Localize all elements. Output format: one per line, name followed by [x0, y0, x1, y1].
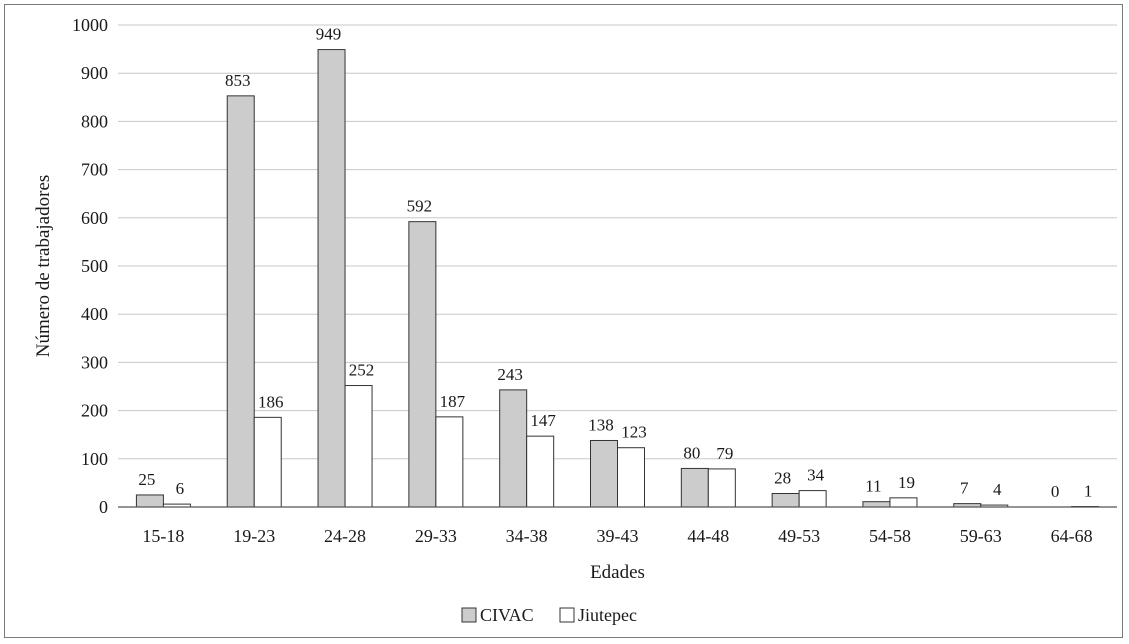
- x-tick-label: 44-48: [687, 526, 729, 546]
- data-label: 123: [621, 423, 647, 442]
- data-label: 187: [440, 392, 466, 411]
- y-tick-label: 900: [81, 63, 108, 83]
- x-tick-label: 49-53: [778, 526, 820, 546]
- y-tick-label: 700: [81, 160, 108, 180]
- bar-jiutepec: [344, 385, 373, 508]
- bar-civac: [135, 494, 164, 508]
- x-axis-ticks: 15-18 19-23 24-28 29-33 34-38 39-43 44-48 49-53…: [142, 526, 1092, 546]
- data-label: 79: [716, 444, 733, 463]
- bar-jiutepec: [889, 497, 918, 508]
- bar-civac: [771, 493, 800, 508]
- data-label: 592: [407, 197, 433, 216]
- legend-label-civac: CIVAC: [480, 605, 534, 625]
- data-label: 147: [530, 411, 556, 430]
- bar-jiutepec: [707, 468, 736, 508]
- data-label: 1: [1084, 482, 1093, 501]
- bar-civac: [680, 467, 709, 508]
- data-label: 7: [960, 479, 969, 498]
- legend-swatch-civac: [461, 607, 477, 623]
- bar-jiutepec: [526, 435, 555, 508]
- x-tick-label: 19-23: [233, 526, 275, 546]
- bars: [135, 49, 1100, 508]
- x-axis-title: Edades: [590, 562, 645, 583]
- y-tick-label: 300: [81, 352, 108, 372]
- data-label: 949: [316, 25, 342, 44]
- x-tick-label: 29-33: [415, 526, 457, 546]
- x-tick-label: 54-58: [869, 526, 911, 546]
- bar-civac: [226, 95, 255, 508]
- data-label: 34: [807, 466, 825, 485]
- y-tick-label: 0: [99, 497, 108, 517]
- bar-civac: [862, 501, 891, 508]
- data-label: 243: [497, 365, 523, 384]
- legend-label-jiutepec: Jiutepec: [578, 605, 637, 625]
- data-label: 853: [225, 71, 251, 90]
- bar-civac: [499, 389, 528, 508]
- bar-civac: [590, 439, 618, 508]
- y-tick-label: 1000: [72, 15, 108, 35]
- y-tick-label: 100: [81, 449, 108, 469]
- data-label: 0: [1051, 482, 1060, 501]
- x-tick-label: 24-28: [324, 526, 366, 546]
- legend-swatch-jiutepec: [559, 607, 575, 623]
- x-tick-label: 39-43: [597, 526, 639, 546]
- bar-jiutepec: [435, 416, 464, 508]
- x-tick-label: 59-63: [960, 526, 1002, 546]
- data-label: 252: [349, 361, 375, 380]
- data-label: 138: [588, 415, 614, 434]
- y-tick-label: 600: [81, 208, 108, 228]
- data-label: 28: [774, 469, 791, 488]
- data-label: 4: [993, 480, 1002, 499]
- bar-jiutepec: [617, 447, 645, 508]
- y-tick-label: 200: [81, 401, 108, 421]
- bar-jiutepec: [798, 490, 827, 508]
- bar-civac: [408, 221, 437, 508]
- gridlines: [118, 24, 1117, 460]
- x-tick-label: 64-68: [1051, 526, 1093, 546]
- data-label: 11: [865, 477, 881, 496]
- x-tick-label: 34-38: [506, 526, 548, 546]
- y-tick-label: 800: [81, 111, 108, 131]
- y-axis-ticks: 0 100 200 300 400 500 600 700 800 900 1000: [72, 15, 108, 517]
- data-label: 19: [898, 473, 915, 492]
- bar-jiutepec: [253, 416, 282, 508]
- y-tick-label: 500: [81, 256, 108, 276]
- y-tick-label: 400: [81, 304, 108, 324]
- data-label: 6: [176, 479, 185, 498]
- y-axis-title: Número de trabajadores: [33, 175, 54, 358]
- data-label: 25: [138, 470, 155, 489]
- chart-frame: [4, 4, 1123, 638]
- bar-civac: [317, 49, 346, 508]
- x-tick-label: 15-18: [142, 526, 184, 546]
- legend: CIVAC Jiutepec: [461, 605, 637, 625]
- data-label: 80: [683, 443, 700, 462]
- data-label: 186: [258, 392, 284, 411]
